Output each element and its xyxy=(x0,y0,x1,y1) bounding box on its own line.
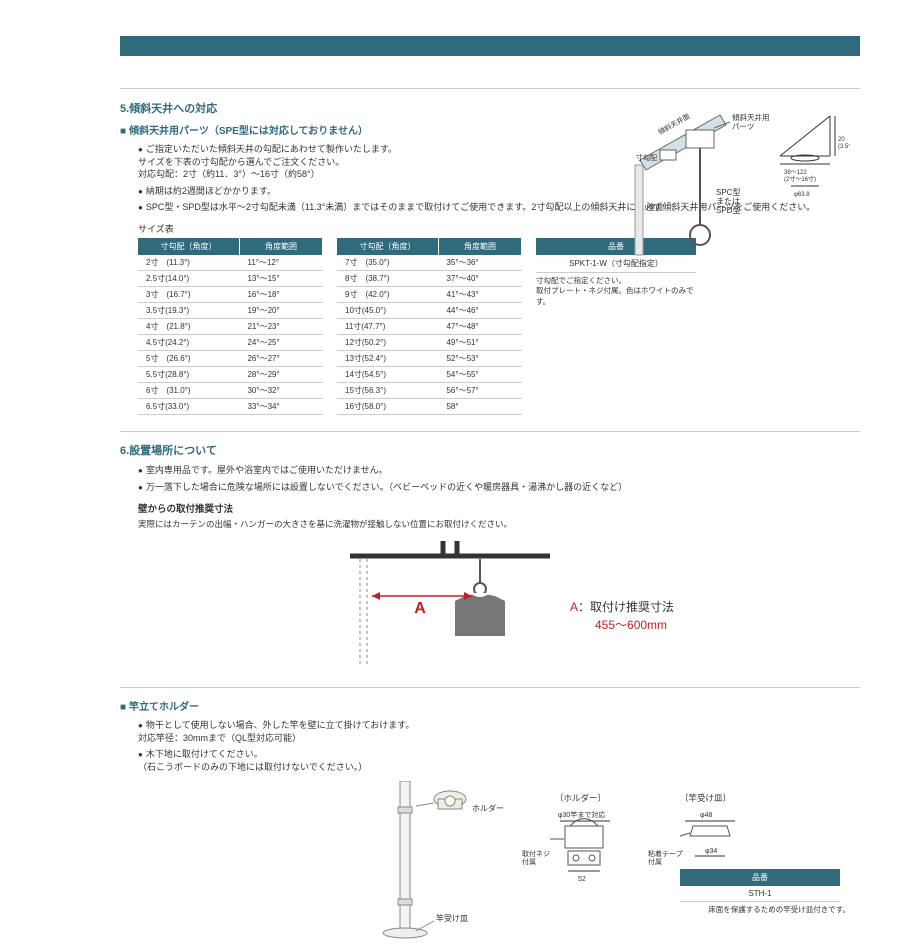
table-row: 5.5寸(28.8°)28°〜29° xyxy=(138,366,323,382)
svg-text:竿受け皿: 竿受け皿 xyxy=(436,913,468,923)
pole-holder-diagram: ホルダー 竿受け皿 〔ホルダー〕 φ30竿まで対応 取付ネジ付属 52 〔竿受け… xyxy=(120,781,860,946)
section7-subheading: 竿立てホルダー xyxy=(120,698,860,713)
svg-text:寸勾配: 寸勾配 xyxy=(636,153,657,162)
svg-text:φ63.8: φ63.8 xyxy=(794,192,810,198)
table-row: 9寸 (42.0°)41°〜43° xyxy=(337,286,522,302)
svg-text:φ30竿まで対応: φ30竿まで対応 xyxy=(558,810,605,819)
svg-text:〔竿受け皿〕: 〔竿受け皿〕 xyxy=(680,793,731,803)
svg-text:52: 52 xyxy=(578,876,586,883)
svg-text:壁面: 壁面 xyxy=(648,202,663,212)
section6-bullets: 室内専用品です。屋外や浴室内ではご使用いただけません。万一落下した場合に危険な場… xyxy=(138,464,860,493)
horizontal-rule xyxy=(120,88,860,89)
size-table-2: 寸勾配（角度）角度範囲7寸 (35.0°)35°〜36°8寸 (38.7°)37… xyxy=(337,238,522,415)
table-row: 2.5寸(14.0°)13°〜15° xyxy=(138,270,323,286)
table-row: 10寸(45.0°)44°〜46° xyxy=(337,302,522,318)
table-header: 角度範囲 xyxy=(438,238,521,255)
size-tables: 寸勾配（角度）角度範囲2寸 (11.3°)11°〜12°2.5寸(14.0°)1… xyxy=(138,238,860,415)
table-row: 12寸(50.2°)49°〜51° xyxy=(337,334,522,350)
table-header: 寸勾配（角度） xyxy=(138,238,239,255)
bullet-item: 室内専用品です。屋外や浴室内ではご使用いただけません。 xyxy=(138,464,860,477)
svg-text:38〜122(2寸〜16寸): 38〜122(2寸〜16寸) xyxy=(784,170,816,183)
table-row: 3寸 (16.7°)16°〜18° xyxy=(138,286,323,302)
divider xyxy=(120,431,860,432)
section7-part-note: 床面を保護するための竿受け皿付きです。 xyxy=(680,905,850,916)
svg-text:φ48: φ48 xyxy=(700,812,712,819)
table-header: 角度範囲 xyxy=(239,238,322,255)
svg-text:ホルダー: ホルダー xyxy=(472,803,504,813)
wall-desc: 実際にはカーテンの出幅・ハンガーの大きさを基に洗濯物が接触しない位置にお取付けく… xyxy=(138,519,860,531)
wall-title: 壁からの取付推奨寸法 xyxy=(138,501,860,515)
part-header: 品番 xyxy=(680,869,840,886)
table-row: 13寸(52.4°)52°〜53° xyxy=(337,350,522,366)
svg-text:粘着テープ付属: 粘着テープ付属 xyxy=(648,849,683,866)
dimension-a-label: A xyxy=(414,600,426,617)
table-row: 6.5寸(33.0°)33°〜34° xyxy=(138,398,323,414)
svg-text:φ34: φ34 xyxy=(705,848,717,855)
wall-distance-diagram: A A：取付け推奨寸法 455〜600mm xyxy=(120,541,860,671)
top-accent-bar xyxy=(120,36,860,56)
svg-text:〔ホルダー〕: 〔ホルダー〕 xyxy=(555,793,606,803)
bullet-item: 万一落下した場合に危険な場所には設置しないでください。（ベビーベッドの近くや暖房… xyxy=(138,481,860,494)
table-header: 寸勾配（角度） xyxy=(337,238,438,255)
table-row: 14寸(54.5°)54°〜55° xyxy=(337,366,522,382)
table-row: 3.5寸(19.3°)19°〜20° xyxy=(138,302,323,318)
table-row: 11寸(47.7°)47°〜48° xyxy=(337,318,522,334)
svg-text:取付ネジ付属: 取付ネジ付属 xyxy=(522,849,550,866)
svg-text:20(3.5寸以下は26): 20(3.5寸以下は26) xyxy=(838,137,850,150)
svg-text:傾斜天井用パーツ: 傾斜天井用パーツ xyxy=(732,112,770,131)
table-row: 15寸(56.3°)56°〜57° xyxy=(337,382,522,398)
svg-text:SPC型またはSPD型: SPC型またはSPD型 xyxy=(716,188,740,215)
section7-part-table: 品番 STH-1 xyxy=(680,869,840,902)
table-row: 6寸 (31.0°)30°〜32° xyxy=(138,382,323,398)
divider xyxy=(120,687,860,688)
slope-ceiling-diagram: 傾斜天井面 傾斜天井用パーツ 寸勾配 壁面 SPC型またはSPD型 20(3.5… xyxy=(630,100,850,260)
table-row: 5寸 (26.6°)26°〜27° xyxy=(138,350,323,366)
part-note: 寸勾配でご指定ください。取付プレート・ネジ付属。色はホワイトのみです。 xyxy=(536,276,706,308)
table-row: 2寸 (11.3°)11°〜12° xyxy=(138,255,323,271)
section6-heading: 6.設置場所について xyxy=(120,442,860,458)
table-row: 7寸 (35.0°)35°〜36° xyxy=(337,255,522,271)
table-row: 4.5寸(24.2°)24°〜25° xyxy=(138,334,323,350)
bullet-item: 物干として使用しない場合、外した竿を壁に立て掛けておけます。対応竿径：30mmま… xyxy=(138,719,860,744)
svg-text:A：取付け推奨寸法: A：取付け推奨寸法 xyxy=(570,600,674,614)
size-table-1: 寸勾配（角度）角度範囲2寸 (11.3°)11°〜12°2.5寸(14.0°)1… xyxy=(138,238,323,415)
table-row: 4寸 (21.8°)21°〜23° xyxy=(138,318,323,334)
bullet-item: 木下地に取付けてください。（石こうボードのみの下地には取付けないでください。） xyxy=(138,748,860,773)
section7-bullets: 物干として使用しない場合、外した竿を壁に立て掛けておけます。対応竿径：30mmま… xyxy=(138,719,860,773)
table-row: 16寸(58.0°)58° xyxy=(337,398,522,414)
recommended-value: 455〜600mm xyxy=(595,618,667,632)
table-row: 8寸 (38.7°)37°〜40° xyxy=(337,270,522,286)
